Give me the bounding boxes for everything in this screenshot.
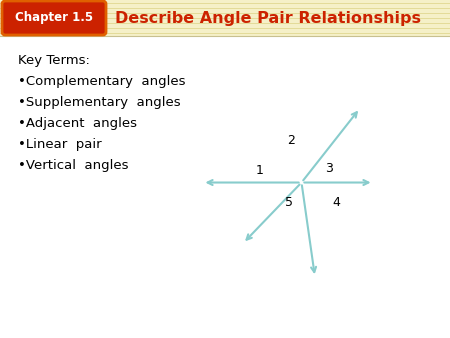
FancyBboxPatch shape	[2, 1, 106, 35]
Text: •Supplementary  angles: •Supplementary angles	[18, 96, 180, 109]
Polygon shape	[0, 36, 450, 338]
Text: •Vertical  angles: •Vertical angles	[18, 159, 129, 172]
Polygon shape	[0, 0, 450, 36]
Text: Key Terms:: Key Terms:	[18, 54, 90, 67]
Text: 3: 3	[325, 162, 333, 175]
Text: Describe Angle Pair Relationships: Describe Angle Pair Relationships	[115, 10, 421, 25]
Text: 1: 1	[256, 164, 263, 177]
Text: 2: 2	[288, 134, 296, 147]
Text: •Linear  pair: •Linear pair	[18, 138, 102, 151]
Text: 5: 5	[285, 196, 293, 209]
Text: 4: 4	[333, 196, 341, 209]
Text: Chapter 1.5: Chapter 1.5	[15, 11, 93, 24]
Text: •Adjacent  angles: •Adjacent angles	[18, 117, 137, 130]
Text: •Complementary  angles: •Complementary angles	[18, 75, 185, 88]
